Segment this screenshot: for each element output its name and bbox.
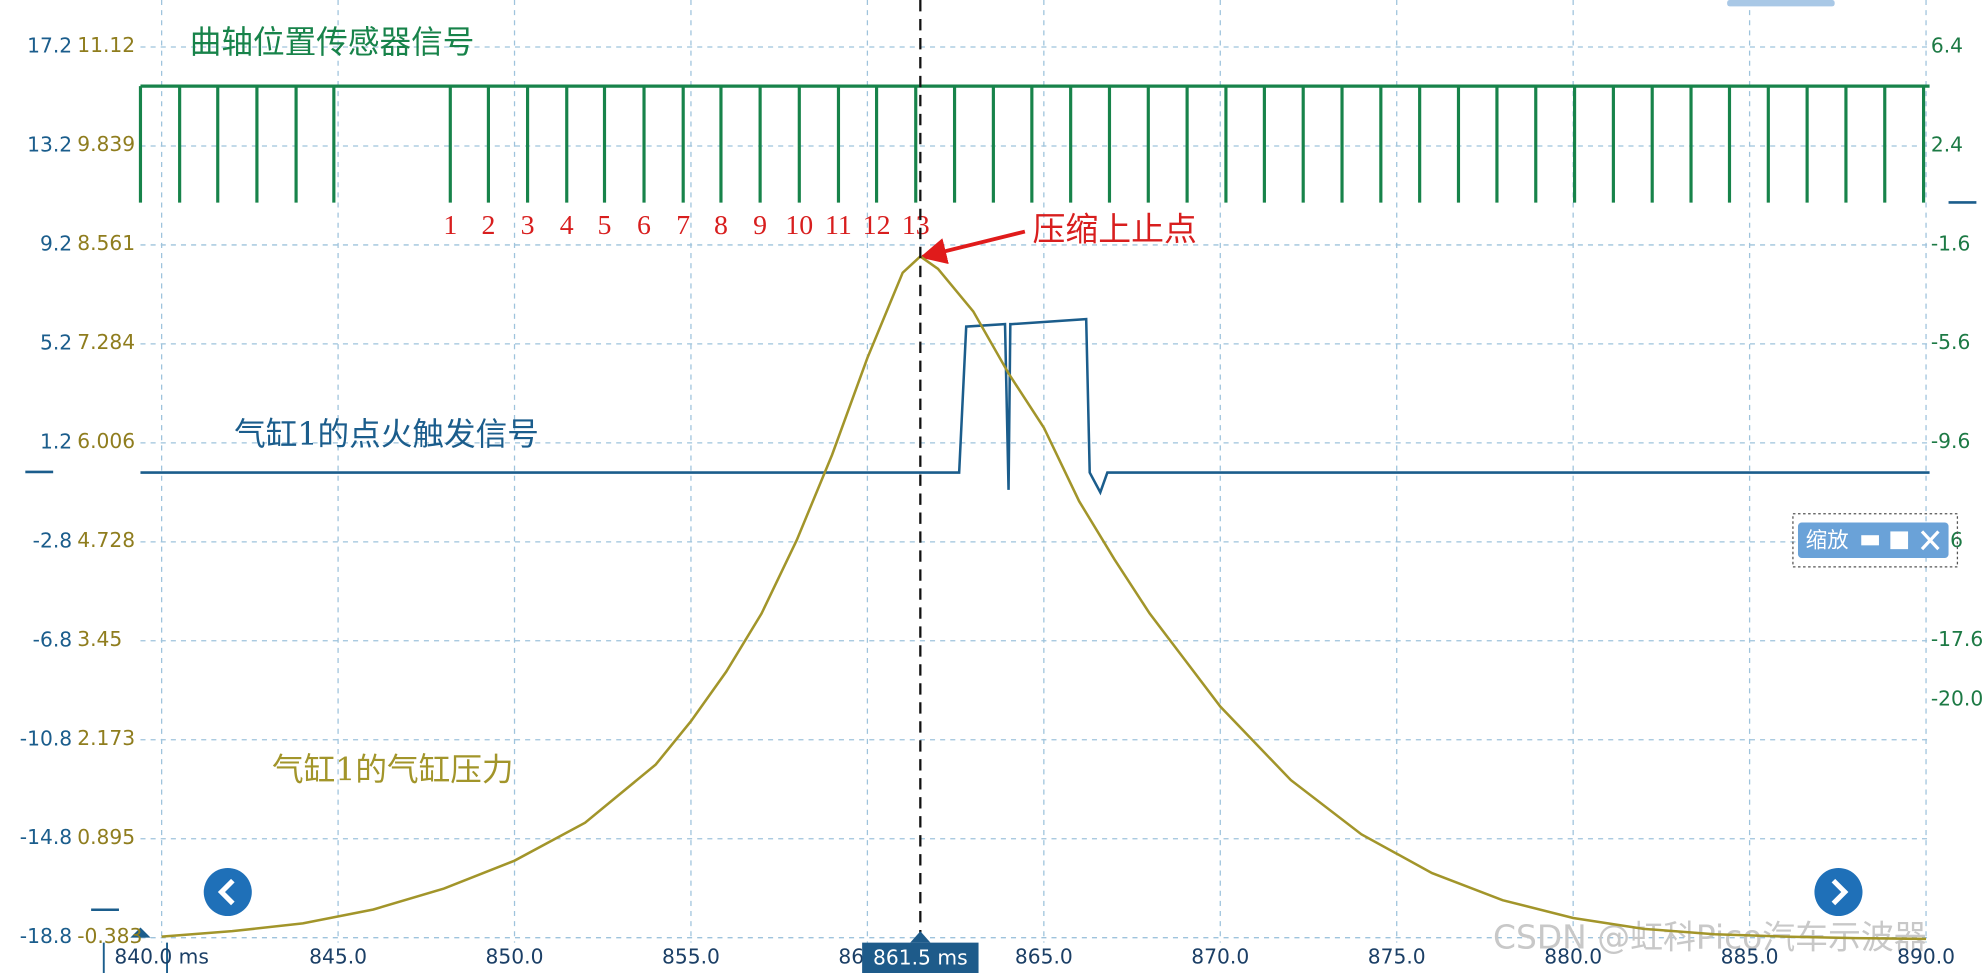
tooth-number: 10 [785,210,813,241]
y-tick-label: -6.8 [33,627,72,651]
nav-right[interactable] [1814,867,1863,917]
y3-tick-label: 6.006 [77,429,135,453]
signal-line [161,254,1927,941]
y3-tick-label: 9.839 [77,132,135,156]
x-tick-label: 870.0 [1191,944,1249,968]
tooth-number: 6 [637,210,651,241]
y2-tick-label: -1.6 [1931,231,1970,255]
y-tick-label: -10.8 [20,726,72,750]
annotation-arrow [919,229,1026,265]
zoom-close[interactable] [1920,530,1940,551]
x-tick-label: 885.0 [1721,944,1779,968]
start-frame [102,942,168,973]
grid [140,0,1930,943]
start-marker [130,927,151,938]
y-tick-label: 17.2 [27,34,72,58]
x-tick-label: 865.0 [1015,944,1073,968]
y2-tick-label: -9.6 [1931,429,1970,453]
zoom-frame [1792,513,1959,568]
y-tick-label: 9.2 [40,231,72,255]
x-tick-label: 880.0 [1544,944,1602,968]
series-label: 曲轴位置传感器信号 [190,25,475,61]
tooth-number: 7 [676,210,690,241]
y3-tick-label: 3.45 [77,627,122,651]
x-tick-label: 890.0 [1897,944,1955,968]
y2-tick-label: -5.6 [1931,330,1970,354]
nav-left[interactable] [203,867,252,917]
y3-tick-label: 2.173 [77,726,135,750]
tooth-number: 9 [753,210,767,241]
tooth-number: 13 [902,210,930,241]
tooth-number: 3 [521,210,535,241]
y-tick-label: -14.8 [20,825,72,849]
watermark: CSDN @虹科Pico汽车示波器 [1493,917,1927,956]
y2-tick-label: -20.0 [1931,687,1983,711]
tooth-number: 2 [481,210,495,241]
x-tick-label: 855.0 [662,944,720,968]
y2-tick-label: 2.4 [1931,132,1963,156]
x-tick-label: 845.0 [309,944,367,968]
tooth-number: 1 [443,210,457,241]
y3-tick-label: 4.728 [77,528,135,552]
cursor-label: 861.5 ms [873,946,968,970]
cursor-handle [910,931,931,943]
x-tick-label: 875.0 [1368,944,1426,968]
zoom-widget[interactable]: 缩放 [1792,513,1959,568]
tooth-number: 4 [560,210,574,241]
zoom-label: 缩放 [1806,529,1849,554]
y-tick-label: 1.2 [40,429,72,453]
tooth-number: 12 [863,210,891,241]
y3-tick-label: 11.12 [77,33,135,57]
y3-tick-label: 8.561 [77,231,135,255]
tooth-number: 11 [825,210,852,241]
top-button[interactable] [1727,0,1835,7]
tooth-number: 8 [714,210,728,241]
annotation: 压缩上止点 [1032,210,1196,249]
series-label: 气缸1的气缸压力 [272,752,514,788]
cursor-label-box [862,942,979,973]
y-tick-label: -2.8 [33,528,72,552]
zoom-max[interactable] [1890,531,1909,550]
y3-tick-label: 0.895 [77,825,135,849]
y3-tick-label: 7.284 [77,330,135,354]
x-tick-label: 850.0 [486,944,544,968]
x-tick-label: 840.0 ms [114,944,209,968]
zoom-minus[interactable] [1861,535,1879,546]
y3-tick-label: -0.383 [77,924,142,948]
y2-tick-label: -17.6 [1931,627,1983,651]
y2-tick-label: 6.4 [1931,33,1963,57]
y-tick-label: 13.2 [27,132,72,156]
tooth-number: 5 [598,210,612,241]
axis-markers [25,201,1977,912]
y-tick-label: 5.2 [40,330,72,354]
signal-line [140,317,1930,496]
y-tick-label: -18.8 [20,924,72,948]
series-label: 气缸1的点火触发信号 [234,417,539,453]
